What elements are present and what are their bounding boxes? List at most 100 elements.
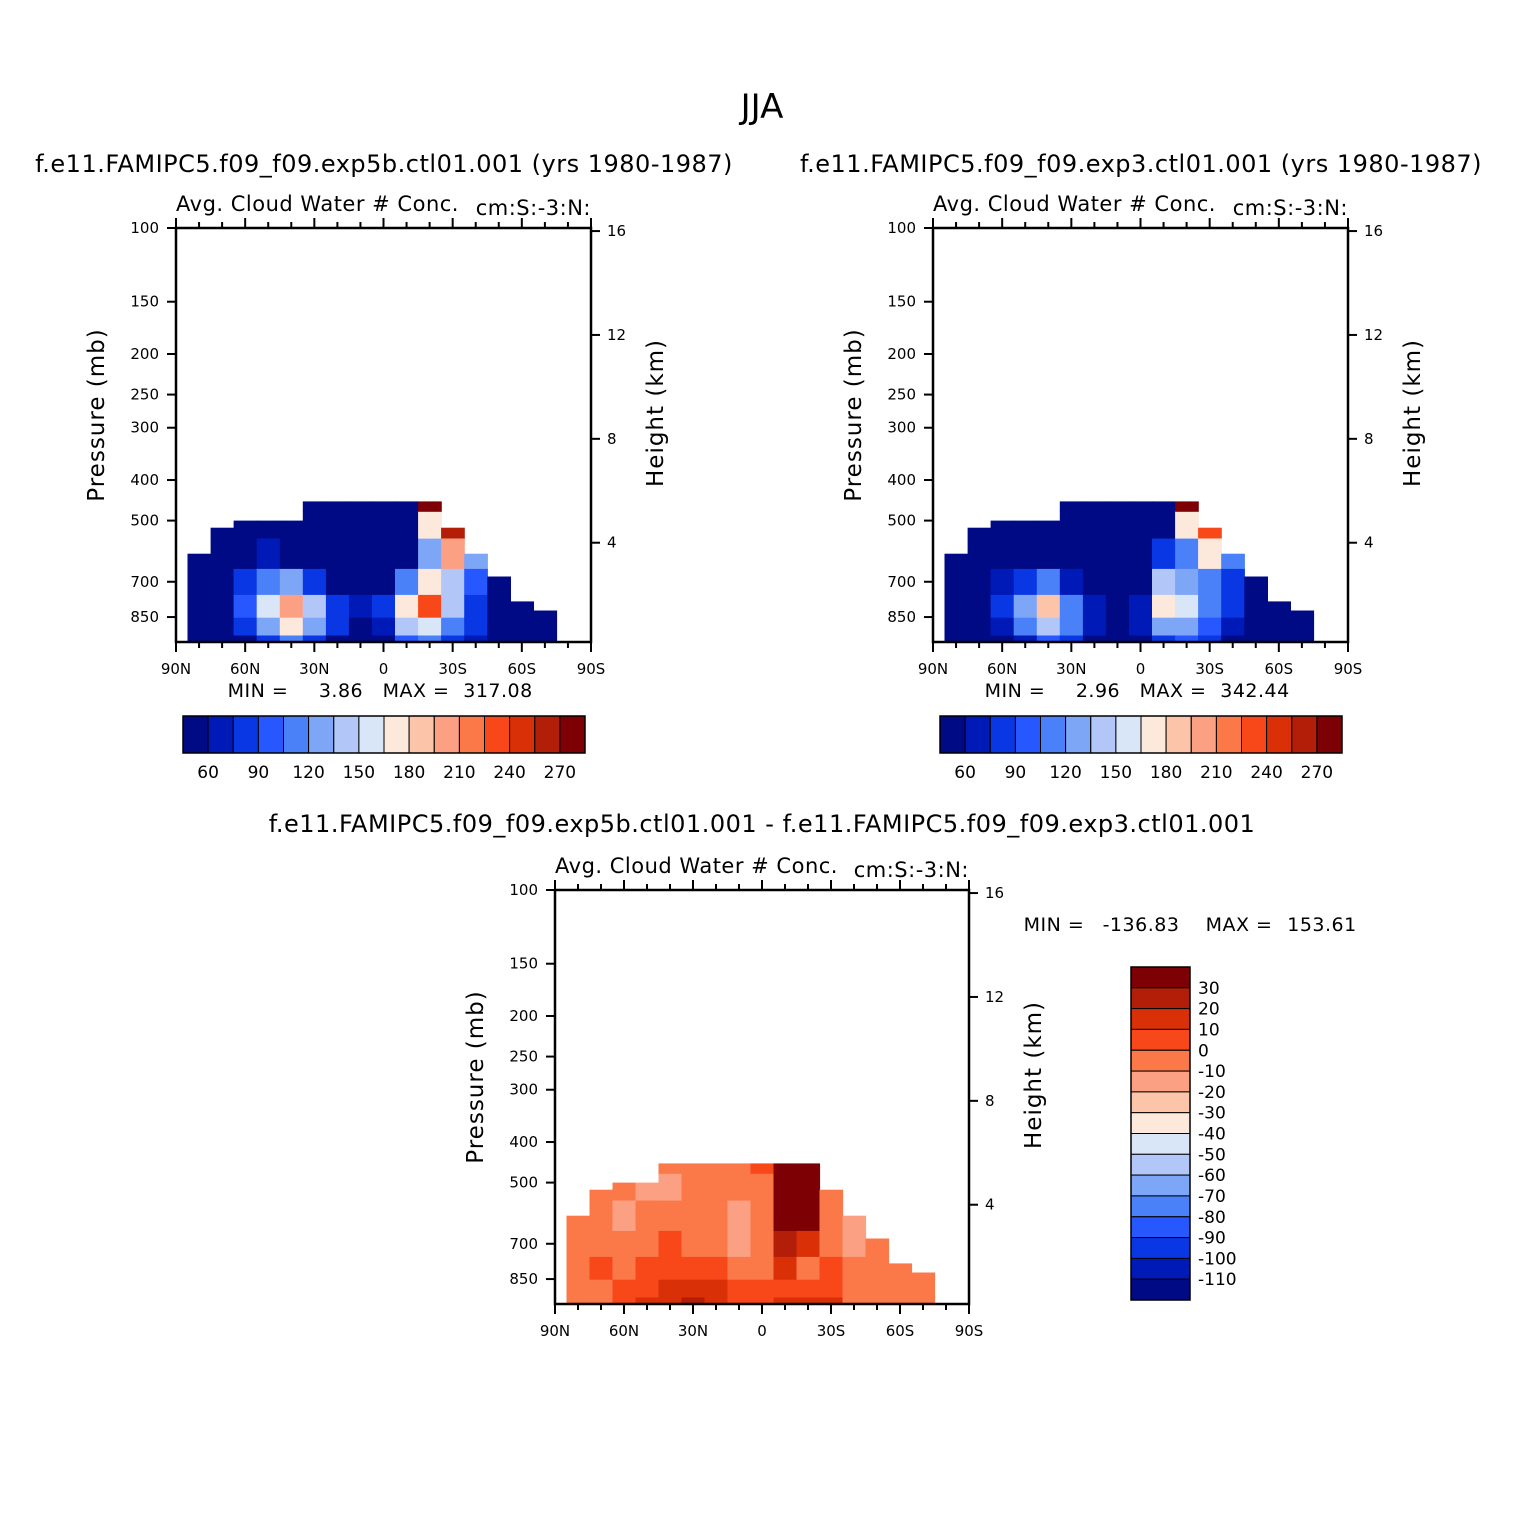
field-cell xyxy=(1036,520,1061,539)
y-tick-label: 100 xyxy=(509,881,538,899)
field-cell xyxy=(395,511,419,539)
field-cell xyxy=(1290,617,1315,636)
field-cell xyxy=(487,576,511,595)
field-cell xyxy=(990,594,1015,618)
colorbar-box xyxy=(308,715,335,754)
field-cell xyxy=(533,617,558,636)
y-tick-label: 400 xyxy=(509,1133,538,1151)
min-label: MIN = xyxy=(985,680,1046,702)
field-cell xyxy=(348,511,373,539)
field-cell xyxy=(1175,537,1199,569)
field-cell xyxy=(612,1256,637,1280)
field-cell xyxy=(1059,511,1084,539)
panel-exp5b: Avg. Cloud Water # Conc. cm:S:-3:N: 100 150… xyxy=(84,192,669,783)
right-case-title: f.e11.FAMIPC5.f09_f09.exp3.ctl01.001 (yr… xyxy=(800,150,1482,178)
field-cell xyxy=(967,527,992,539)
colorbar-label: -100 xyxy=(1198,1249,1237,1269)
y-axis-title: Pressure (mb) xyxy=(84,328,110,501)
field-cell xyxy=(210,617,235,636)
field-cell xyxy=(256,594,281,618)
colorbar-box xyxy=(283,715,310,754)
field-cell xyxy=(233,568,258,595)
field-cell xyxy=(1152,617,1176,636)
field-cell xyxy=(348,568,373,595)
colorbar-box xyxy=(182,715,209,754)
field-cell xyxy=(187,553,212,569)
field-cell xyxy=(1105,568,1130,595)
field-cell xyxy=(1152,501,1176,512)
field-cell xyxy=(635,1199,660,1231)
field-cell xyxy=(944,617,969,636)
colorbar-label: 20 xyxy=(1198,1000,1220,1020)
field-cell xyxy=(1105,537,1130,569)
field-cell xyxy=(464,617,488,636)
colorbar-label: 10 xyxy=(1198,1020,1220,1040)
field-cells xyxy=(944,501,1315,643)
y-tick-label: 500 xyxy=(509,1174,538,1192)
field-cell xyxy=(842,1215,867,1231)
field-cell xyxy=(441,537,465,569)
colorbar-box xyxy=(1130,966,1191,989)
field-cell xyxy=(1013,594,1038,618)
y-tick-label: 250 xyxy=(509,1048,538,1066)
field-cell xyxy=(704,1296,729,1305)
y-right-tick-label: 4 xyxy=(1364,534,1374,552)
panel-units: cm:S:-3:N: xyxy=(476,196,591,220)
field-cell xyxy=(302,501,327,512)
field-cell xyxy=(233,537,258,569)
field-cell xyxy=(1221,553,1245,569)
colorbar-box xyxy=(1215,715,1243,754)
field-cell xyxy=(441,527,465,539)
colorbar-frame xyxy=(939,715,1343,754)
field-cell xyxy=(658,1279,683,1298)
y-right-axis-title: Height (km) xyxy=(1021,1001,1047,1149)
field-cell xyxy=(510,617,534,636)
y-tick-label: 300 xyxy=(130,419,159,437)
colorbar-box xyxy=(1040,715,1067,754)
field-cell xyxy=(372,568,396,595)
field-cell xyxy=(727,1173,752,1201)
field-cell xyxy=(1129,568,1153,595)
field-cell xyxy=(967,634,992,643)
colorbar-label: 150 xyxy=(343,763,375,783)
field-cell xyxy=(566,1256,591,1280)
field-cell xyxy=(727,1230,752,1257)
field-cell xyxy=(773,1256,798,1280)
field-cell xyxy=(750,1296,775,1305)
colorbar-label: 210 xyxy=(443,763,475,783)
field-cell xyxy=(233,520,258,539)
colorbar-box xyxy=(207,715,234,754)
colorbar-label: -110 xyxy=(1198,1270,1237,1290)
field-cell xyxy=(395,594,419,618)
field-cell xyxy=(348,537,373,569)
field-cell xyxy=(750,1256,775,1280)
colorbar-label: -60 xyxy=(1198,1166,1226,1186)
field-cell xyxy=(487,634,511,643)
x-tick-label: 30S xyxy=(438,660,467,678)
field-cell xyxy=(533,634,558,643)
field-cell xyxy=(1105,501,1130,512)
x-tick-label: 90N xyxy=(540,1322,570,1340)
x-tick-label: 30S xyxy=(817,1322,846,1340)
field-cell xyxy=(635,1182,660,1201)
field-cell xyxy=(395,634,419,643)
x-tick-label: 30N xyxy=(299,660,329,678)
y-tick-label: 200 xyxy=(130,345,159,363)
field-cell xyxy=(727,1256,752,1280)
y-tick-label: 250 xyxy=(130,386,159,404)
colorbar-box xyxy=(559,715,586,754)
left-case-title: f.e11.FAMIPC5.f09_f09.exp5b.ctl01.001 (y… xyxy=(35,150,733,178)
field-cell xyxy=(256,634,281,643)
field-cell xyxy=(464,594,488,618)
field-cell xyxy=(658,1163,683,1174)
field-cell xyxy=(773,1163,798,1174)
field-cell xyxy=(1129,511,1153,539)
x-tick-label: 60N xyxy=(230,660,260,678)
field-cell xyxy=(279,537,304,569)
field-cell xyxy=(796,1279,821,1298)
field-cell xyxy=(612,1230,637,1257)
field-cell xyxy=(589,1256,614,1280)
field-cell xyxy=(418,537,442,569)
colorbar-box xyxy=(1130,1049,1191,1072)
colorbar-label: 240 xyxy=(1250,763,1282,783)
